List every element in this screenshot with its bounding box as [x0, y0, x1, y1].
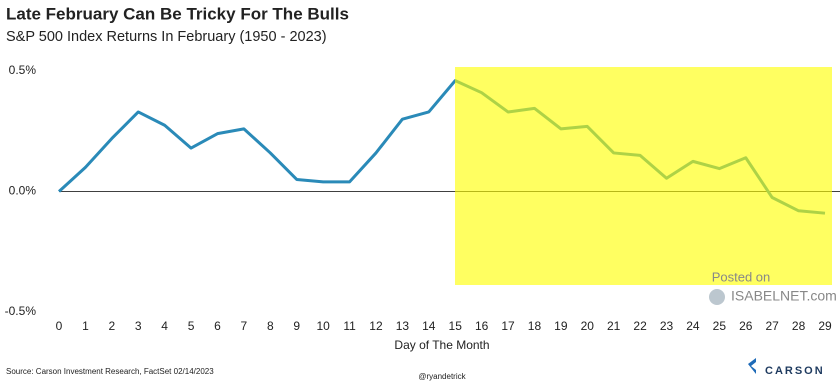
x-tick-label: 16 [475, 319, 489, 333]
x-tick-label: 7 [241, 319, 248, 333]
x-tick-label: 2 [108, 319, 115, 333]
y-tick-label: 0.0% [9, 184, 37, 198]
x-tick-label: 23 [660, 319, 674, 333]
x-tick-label: 4 [161, 319, 168, 333]
x-tick-label: 11 [343, 319, 356, 333]
x-tick-label: 19 [554, 319, 568, 333]
source: Source: Carson Investment Research, Fact… [6, 367, 214, 376]
x-tick-label: 1 [82, 319, 89, 333]
x-tick-label: 13 [396, 319, 410, 333]
x-tick-label: 14 [422, 319, 436, 333]
x-tick-label: 29 [818, 319, 832, 333]
brand-logo [748, 358, 756, 374]
x-axis-label: Day of The Month [394, 338, 489, 352]
plot-area: -0.5%0.0%0.5%0 1 2 3 4 5 6 7 8 9 10 11 12 13 14 15 16 17 1… [5, 63, 840, 333]
x-tick-label: 17 [501, 319, 515, 333]
x-tick-label: 25 [713, 319, 727, 333]
x-tick-label: 10 [316, 319, 330, 333]
x-tick-label: 6 [214, 319, 221, 333]
highlight-region [455, 67, 832, 285]
x-tick-label: 28 [792, 319, 806, 333]
chart-subtitle: S&P 500 Index Returns In February (1950 … [6, 29, 327, 45]
chart-title: Late February Can Be Tricky For The Bull… [6, 4, 349, 23]
x-tick-label: 21 [607, 319, 621, 333]
credit: @ryandetrick [418, 372, 466, 381]
x-tick-label: 0 [56, 319, 63, 333]
x-tick-label: 3 [135, 319, 142, 333]
x-tick-label: 12 [369, 319, 383, 333]
x-tick-label: 5 [188, 319, 195, 333]
x-tick-label: 24 [686, 319, 700, 333]
brand: CARSON [765, 365, 825, 377]
x-tick-label: 26 [739, 319, 753, 333]
watermark: Posted on [712, 269, 771, 284]
x-tick-label: 18 [528, 319, 542, 333]
y-tick-label: -0.5% [5, 304, 37, 318]
x-tick-label: 9 [293, 319, 300, 333]
watermark-logo [709, 289, 725, 305]
x-tick-label: 20 [581, 319, 595, 333]
x-tick-label: 27 [765, 319, 779, 333]
y-tick-label: 0.5% [9, 63, 37, 77]
x-tick-label: 8 [267, 319, 274, 333]
x-tick-label: 15 [449, 319, 463, 333]
watermark: ISABELNET.com [731, 288, 837, 304]
x-tick-label: 22 [633, 319, 647, 333]
